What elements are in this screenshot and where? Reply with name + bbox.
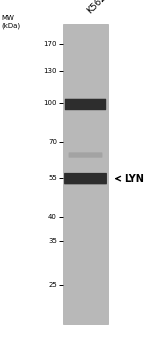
Text: 130: 130 [44, 68, 57, 74]
FancyBboxPatch shape [69, 152, 102, 158]
Text: 55: 55 [48, 175, 57, 181]
FancyBboxPatch shape [64, 173, 107, 184]
Text: 35: 35 [48, 238, 57, 244]
Text: K562: K562 [85, 0, 108, 15]
Text: 70: 70 [48, 139, 57, 145]
Text: MW
(kDa): MW (kDa) [2, 15, 21, 29]
Text: 100: 100 [44, 100, 57, 106]
Text: 40: 40 [48, 214, 57, 220]
Bar [63, 24, 108, 324]
FancyBboxPatch shape [65, 99, 106, 110]
Text: 170: 170 [44, 41, 57, 47]
Text: 25: 25 [48, 282, 57, 288]
Text: LYN: LYN [124, 174, 144, 184]
